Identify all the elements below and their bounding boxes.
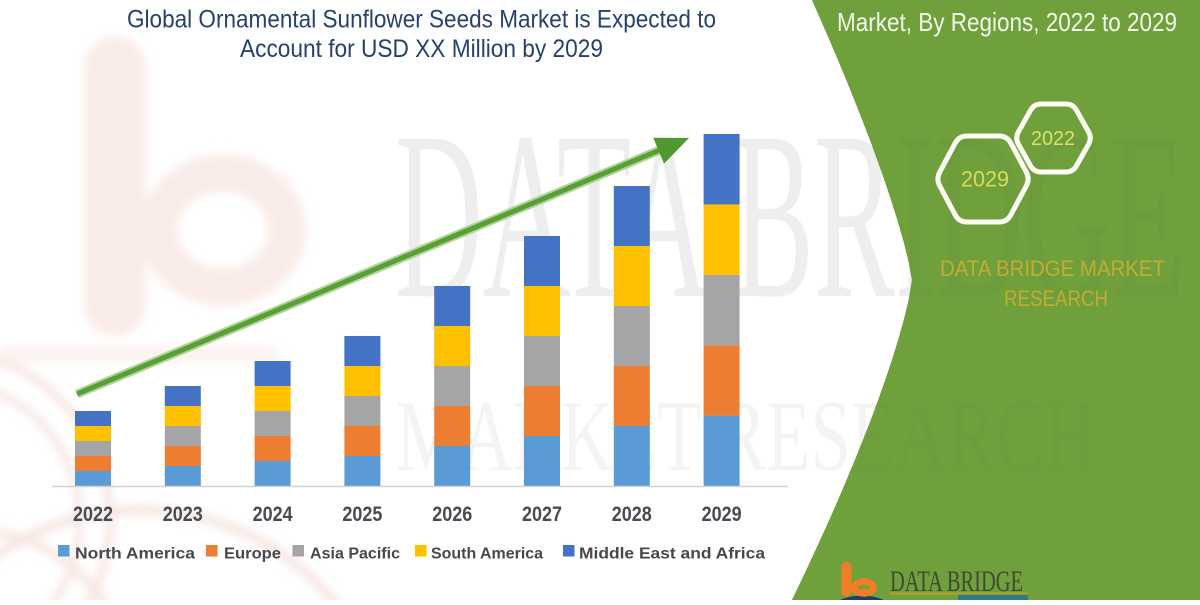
svg-text:Account for USD XX Million by: Account for USD XX Million by 2029	[240, 35, 603, 63]
svg-text:2025: 2025	[342, 503, 382, 526]
svg-text:RESEARCH: RESEARCH	[1004, 286, 1108, 311]
svg-text:2026: 2026	[432, 503, 472, 526]
svg-text:2029: 2029	[702, 503, 742, 526]
svg-text:Middle East and Africa: Middle East and Africa	[579, 546, 765, 563]
svg-text:Europe: Europe	[224, 546, 281, 563]
svg-text:2029: 2029	[961, 167, 1009, 192]
svg-text:2022: 2022	[73, 503, 113, 526]
svg-text:2022: 2022	[1031, 128, 1075, 150]
svg-text:Asia Pacific: Asia Pacific	[310, 546, 400, 563]
svg-text:2023: 2023	[163, 503, 203, 526]
svg-text:Market, By Regions, 2022 to 20: Market, By Regions, 2022 to 2029	[837, 7, 1177, 37]
svg-text:Global Ornamental Sunflower Se: Global Ornamental Sunflower Seeds Market…	[127, 6, 716, 34]
svg-text:DATA BRIDGE MARKET: DATA BRIDGE MARKET	[940, 256, 1165, 281]
svg-text:North America: North America	[75, 546, 195, 563]
svg-text:2028: 2028	[612, 503, 652, 526]
svg-text:2027: 2027	[522, 503, 562, 526]
svg-text:South America: South America	[431, 546, 543, 563]
svg-text:2024: 2024	[253, 503, 293, 526]
